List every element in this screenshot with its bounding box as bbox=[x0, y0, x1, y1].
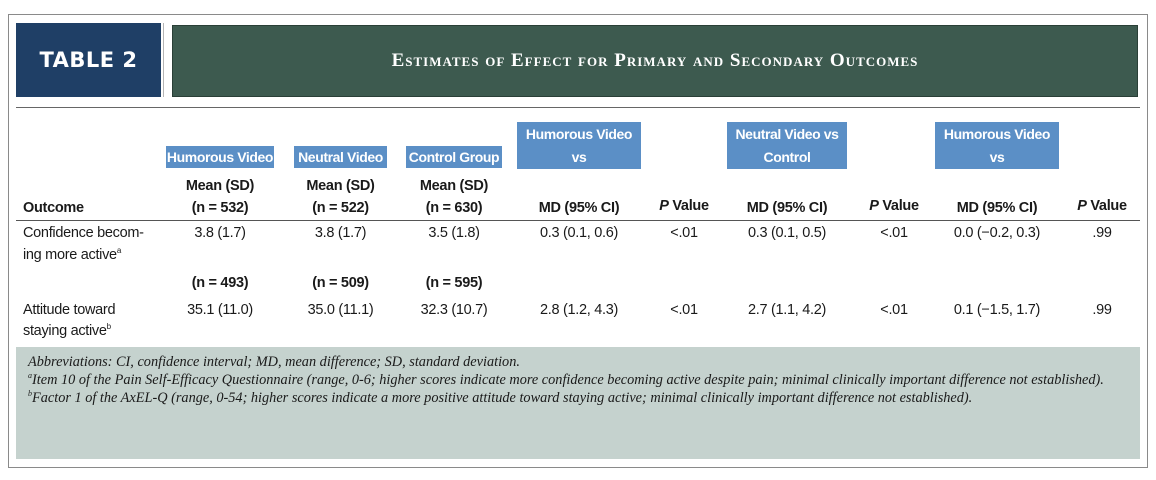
col-p-1-letter: P bbox=[659, 198, 669, 214]
col-humorous-mean: Mean (SD) bbox=[185, 178, 255, 194]
note-b: bFactor 1 of the AxEL-Q (range, 0-54; hi… bbox=[28, 389, 1128, 407]
row2-md2: 2.7 (1.1, 4.2) bbox=[747, 302, 826, 318]
col-md-3: MD (95% CI) bbox=[956, 200, 1038, 216]
header-humorous-vs-neutral-line1: Humorous Video vs bbox=[943, 126, 1051, 165]
col-neutral-n: (n = 522) bbox=[312, 200, 369, 216]
col-md-1: MD (95% CI) bbox=[538, 200, 620, 216]
note-a-mark: a bbox=[28, 371, 32, 381]
row1-footnote-mark: a bbox=[116, 246, 121, 256]
row1-outcome-line2: ing more activea bbox=[23, 245, 121, 265]
row2-p3: .99 bbox=[1092, 302, 1112, 318]
col-md-2: MD (95% CI) bbox=[746, 200, 828, 216]
table-frame: TABLE 2 Estimates of Effect for Primary … bbox=[8, 14, 1148, 468]
note-a-text: Item 10 of the Pain Self-Efficacy Questi… bbox=[32, 372, 1104, 388]
row1-md1: 0.3 (0.1, 0.6) bbox=[539, 225, 618, 241]
header-humorous-vs-neutral-line2: Neutral Video bbox=[954, 172, 1040, 188]
header-humorous-vs-control-line1: Humorous Video vs bbox=[525, 126, 633, 165]
row2-humorous: 35.1 (11.0) bbox=[187, 302, 253, 318]
header-humorous-vs-control-line2: Control bbox=[555, 172, 603, 188]
note-a: aItem 10 of the Pain Self-Efficacy Quest… bbox=[28, 371, 1128, 389]
col-p-2: P Value bbox=[859, 196, 929, 216]
row2-n-control: (n = 595) bbox=[425, 275, 483, 291]
row1-outcome-line1: Confidence becom- bbox=[23, 225, 144, 241]
note-b-mark: b bbox=[28, 389, 32, 399]
row2-md3: 0.1 (−1.5, 1.7) bbox=[953, 302, 1041, 318]
row1-control: 3.5 (1.8) bbox=[428, 225, 480, 241]
header-humorous-video: Humorous Video bbox=[166, 146, 274, 168]
row2-control: 32.3 (10.7) bbox=[420, 302, 488, 318]
col-outcome: Outcome bbox=[23, 200, 84, 216]
row1-md2: 0.3 (0.1, 0.5) bbox=[747, 225, 826, 241]
col-p-1-rest: Value bbox=[668, 198, 709, 214]
row2-footnote-mark: b bbox=[106, 322, 111, 332]
row1-p1: <.01 bbox=[670, 225, 698, 241]
header-neutral-vs-control-line2: Control bbox=[763, 149, 811, 165]
tag-separator bbox=[163, 23, 164, 97]
table-tag: TABLE 2 bbox=[16, 23, 161, 97]
row2-outcome-label: staying active bbox=[23, 323, 107, 339]
header-control-group: Control Group bbox=[406, 146, 502, 168]
header-humorous-vs-neutral: Humorous Video vs Neutral Video bbox=[935, 122, 1059, 188]
title-banner: Estimates of Effect for Primary and Seco… bbox=[172, 25, 1138, 97]
row2-outcome-line1: Attitude toward bbox=[23, 302, 116, 318]
col-p-3: P Value bbox=[1067, 196, 1137, 216]
note-b-text: Factor 1 of the AxEL-Q (range, 0-54; hig… bbox=[32, 390, 973, 406]
row2-n-humorous: (n = 493) bbox=[191, 275, 249, 291]
header-neutral-vs-control-line1: Neutral Video vs bbox=[735, 126, 839, 142]
row1-md3: 0.0 (−0.2, 0.3) bbox=[953, 225, 1041, 241]
row2-p1: <.01 bbox=[670, 302, 698, 318]
row1-humorous: 3.8 (1.7) bbox=[194, 225, 246, 241]
header-humorous-vs-control: Humorous Video vs Control bbox=[517, 122, 641, 188]
row2-outcome-line2: staying activeb bbox=[23, 321, 111, 341]
col-p-3-letter: P bbox=[1077, 198, 1087, 214]
col-control-n: (n = 630) bbox=[425, 200, 483, 216]
col-p-2-rest: Value bbox=[878, 198, 919, 214]
table-title: Estimates of Effect for Primary and Seco… bbox=[391, 50, 919, 71]
row1-p2: <.01 bbox=[880, 225, 908, 241]
col-p-1: P Value bbox=[649, 196, 719, 216]
col-control-mean: Mean (SD) bbox=[419, 178, 489, 194]
table-notes: Abbreviations: CI, confidence interval; … bbox=[16, 347, 1140, 459]
title-divider bbox=[16, 107, 1140, 108]
col-humorous-n: (n = 532) bbox=[191, 200, 249, 216]
row1-outcome-label: ing more active bbox=[23, 247, 117, 263]
row2-neutral: 35.0 (11.1) bbox=[307, 302, 374, 318]
note-abbreviations: Abbreviations: CI, confidence interval; … bbox=[28, 354, 520, 370]
header-neutral-video: Neutral Video bbox=[294, 146, 387, 168]
header-neutral-vs-control: Neutral Video vs Control bbox=[727, 122, 847, 169]
header-rule bbox=[16, 220, 1140, 221]
row1-p3: .99 bbox=[1092, 225, 1112, 241]
row2-md1: 2.8 (1.2, 4.3) bbox=[539, 302, 618, 318]
col-p-2-letter: P bbox=[869, 198, 879, 214]
col-p-3-rest: Value bbox=[1086, 198, 1127, 214]
row2-n-neutral: (n = 509) bbox=[312, 275, 369, 291]
row2-p2: <.01 bbox=[880, 302, 908, 318]
row1-neutral: 3.8 (1.7) bbox=[314, 225, 367, 241]
col-neutral-mean: Mean (SD) bbox=[306, 178, 375, 194]
